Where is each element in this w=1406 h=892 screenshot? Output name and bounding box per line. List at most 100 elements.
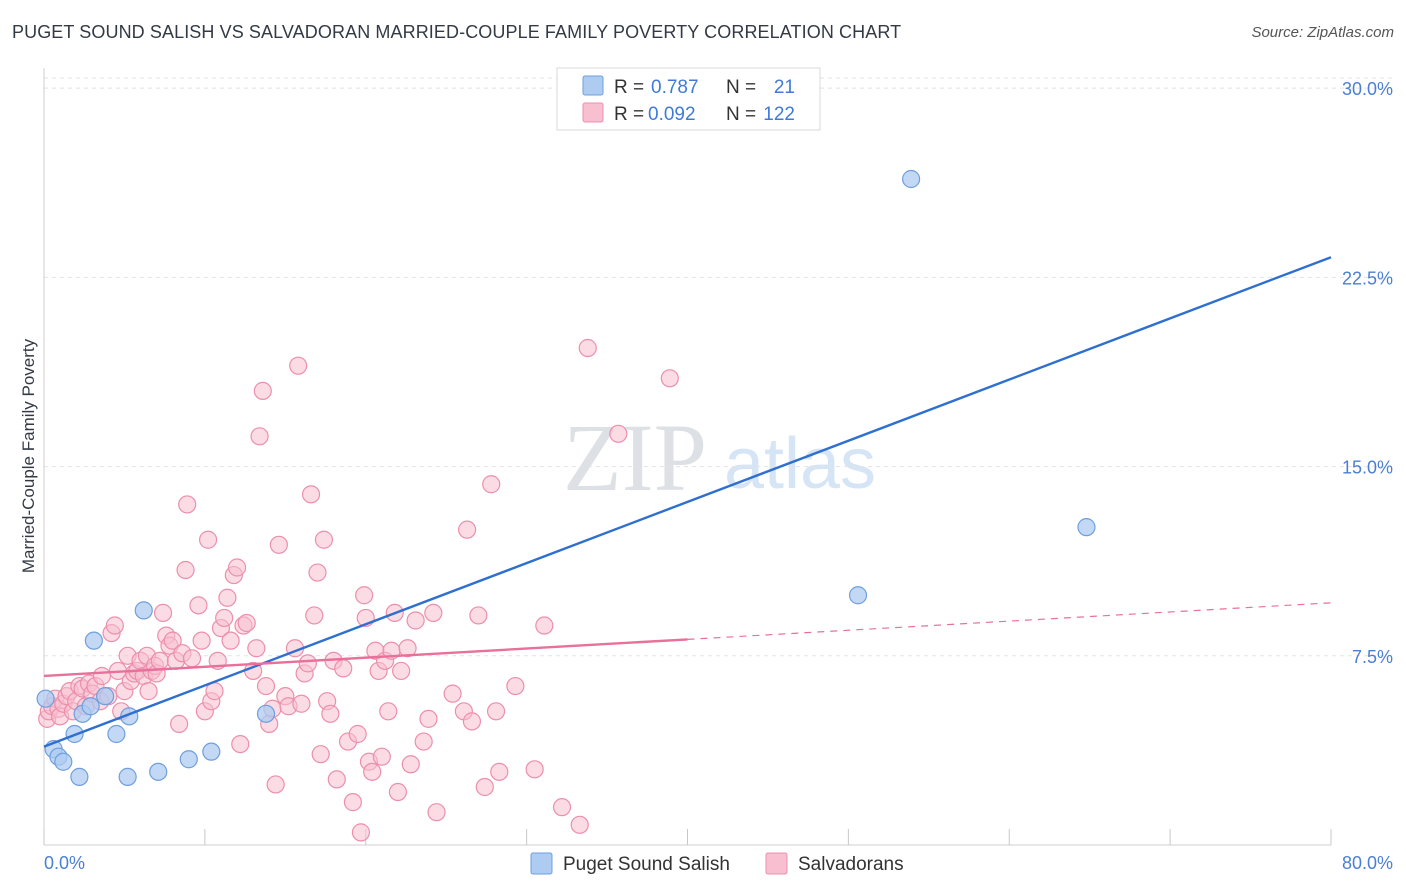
salvadorans-point xyxy=(198,530,218,549)
salvadorans-point xyxy=(182,649,202,668)
salvadorans-point xyxy=(227,558,247,577)
salvadorans-point xyxy=(163,631,182,650)
puget-sound-salish-point xyxy=(84,631,103,650)
puget-sound-salish-point xyxy=(107,724,126,744)
trend-lines xyxy=(43,256,1332,748)
x-tick-label: 0.0% xyxy=(44,853,85,873)
puget-sound-salish-point xyxy=(179,750,198,769)
stats-r-value-1: 0.787 xyxy=(651,77,699,98)
salvadorans-point xyxy=(301,485,321,504)
salvadorans-point xyxy=(427,803,446,822)
salvadorans-point xyxy=(218,588,237,607)
salvadorans-point xyxy=(401,755,420,774)
salvadorans-point xyxy=(314,530,334,549)
salvadorans-points xyxy=(38,338,679,842)
salvadorans-point xyxy=(351,823,371,842)
salvadorans-point xyxy=(458,520,477,539)
y-tick-label: 22.5% xyxy=(1342,268,1393,288)
stats-legend-swatch-blue xyxy=(582,75,604,96)
salvadorans-point xyxy=(443,684,462,703)
y-tick-labels: 7.5% 15.0% 22.5% 30.0% xyxy=(1342,79,1393,667)
puget-sound-salish-point xyxy=(36,689,55,708)
puget-sound-salish-point xyxy=(202,742,221,761)
salvadorans-point xyxy=(170,714,189,734)
stats-n-value-1: 21 xyxy=(774,77,795,98)
stats-n-label-2: N = xyxy=(726,104,756,125)
puget-sound-salish-point xyxy=(902,169,921,189)
salvadorans-point xyxy=(660,369,679,388)
salvadorans-point xyxy=(289,356,308,375)
salvadorans-point xyxy=(343,793,362,812)
stats-r-value-2: 0.092 xyxy=(648,104,696,125)
stats-legend-swatch-pink xyxy=(582,102,604,123)
salvadorans-point xyxy=(215,608,234,628)
stats-r-label-1: R = xyxy=(614,77,644,98)
salvadorans-point xyxy=(482,475,501,494)
stats-n-value-2: 122 xyxy=(763,104,795,125)
salvadorans-point xyxy=(379,702,398,721)
watermark: ZIP atlas xyxy=(563,404,876,511)
salvadorans-point xyxy=(192,631,211,650)
stats-legend: R = 0.787 N = 21 R = 0.092 N = 122 xyxy=(556,67,821,131)
salvadorans-point xyxy=(490,762,509,781)
source-note: Source: ZipAtlas.com xyxy=(1251,24,1394,41)
salvadorans-trend-line-extension xyxy=(687,602,1332,640)
watermark-atlas: atlas xyxy=(724,424,876,504)
salvadorans-point xyxy=(355,586,374,605)
puget-sound-salish-point xyxy=(256,704,276,723)
salvadorans-point xyxy=(392,661,411,681)
salvadorans-point xyxy=(388,782,408,802)
puget-sound-salish-point xyxy=(54,752,73,771)
salvadorans-point xyxy=(419,709,438,728)
salvadorans-point xyxy=(406,611,425,630)
puget-sound-salish-point xyxy=(149,762,168,781)
salvadorans-point xyxy=(398,639,417,658)
puget-sound-salish-point xyxy=(134,601,153,620)
salvadorans-point xyxy=(298,654,317,673)
puget-sound-salish-points xyxy=(36,169,1096,786)
salvadorans-point xyxy=(424,603,443,623)
stats-n-label-1: N = xyxy=(726,77,756,98)
salvadorans-point xyxy=(237,613,256,633)
salvadorans-point xyxy=(308,563,327,582)
bottom-legend: Puget Sound Salish Salvadorans xyxy=(530,852,904,875)
salvadorans-point xyxy=(486,702,506,721)
legend-swatch-puget-sound-salish xyxy=(530,852,553,875)
y-axis-label: Married-Couple Family Poverty xyxy=(19,338,38,573)
salvadorans-point xyxy=(256,676,276,696)
salvadorans-point xyxy=(327,770,346,789)
puget-sound-salish-point xyxy=(848,586,868,605)
salvadorans-point xyxy=(189,596,208,615)
x-tick-labels: 0.0% 80.0% xyxy=(44,853,1393,873)
puget-sound-salish-point xyxy=(1077,518,1096,537)
puget-sound-salish-point xyxy=(118,767,137,786)
salvadorans-point xyxy=(253,381,272,401)
salvadorans-point xyxy=(292,694,311,713)
puget-sound-salish-point xyxy=(96,687,115,706)
salvadorans-point xyxy=(221,631,240,650)
salvadorans-point xyxy=(139,682,158,701)
puget-sound-salish-point xyxy=(70,767,89,786)
salvadorans-point xyxy=(372,747,391,766)
salvadorans-point xyxy=(462,712,482,731)
salvadorans-point xyxy=(321,704,340,723)
salvadorans-point xyxy=(414,732,433,751)
salvadorans-point xyxy=(363,762,382,781)
salvadorans-point xyxy=(570,815,589,834)
salvadorans-point xyxy=(506,676,525,696)
salvadorans-point xyxy=(247,639,266,658)
watermark-zip: ZIP xyxy=(563,404,707,511)
puget-sound-salish-point xyxy=(81,697,100,716)
legend-swatch-salvadorans xyxy=(765,852,788,875)
legend-label-salvadorans: Salvadorans xyxy=(798,854,904,875)
x-ticks xyxy=(43,829,1332,845)
salvadorans-point xyxy=(92,666,112,686)
salvadorans-point xyxy=(305,606,324,625)
stats-r-label-2: R = xyxy=(614,104,644,125)
salvadorans-point xyxy=(153,603,173,623)
salvadorans-trend-line xyxy=(43,638,688,678)
salvadorans-point xyxy=(525,760,544,779)
salvadorans-point xyxy=(609,424,628,443)
salvadorans-point xyxy=(311,745,330,764)
salvadorans-point xyxy=(231,734,250,754)
